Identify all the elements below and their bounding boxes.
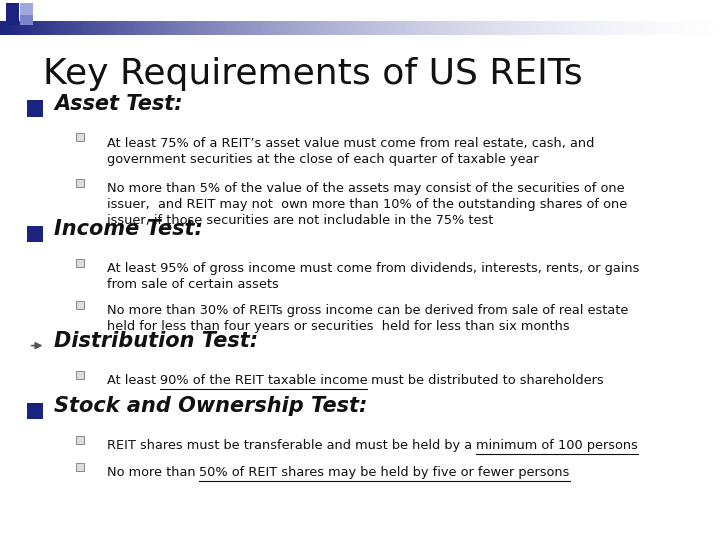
FancyBboxPatch shape — [76, 436, 84, 444]
FancyBboxPatch shape — [20, 3, 33, 15]
Text: Asset Test:: Asset Test: — [54, 93, 183, 114]
Text: Income Test:: Income Test: — [54, 219, 203, 239]
Text: At least 95% of gross income must come from dividends, interests, rents, or gain: At least 95% of gross income must come f… — [107, 262, 639, 291]
FancyBboxPatch shape — [76, 301, 84, 309]
FancyBboxPatch shape — [27, 403, 43, 419]
Text: No more than: No more than — [107, 466, 199, 479]
Text: 50% of REIT shares may be held by five or fewer persons: 50% of REIT shares may be held by five o… — [199, 466, 570, 479]
FancyBboxPatch shape — [76, 463, 84, 471]
Text: No more than 30% of REITs gross income can be derived from sale of real estate
h: No more than 30% of REITs gross income c… — [107, 304, 628, 333]
FancyBboxPatch shape — [76, 371, 84, 379]
Text: At least 75% of a REIT’s asset value must come from real estate, cash, and
gover: At least 75% of a REIT’s asset value mus… — [107, 137, 594, 166]
Text: Stock and Ownership Test:: Stock and Ownership Test: — [54, 396, 367, 416]
FancyBboxPatch shape — [27, 226, 43, 242]
Text: Distribution Test:: Distribution Test: — [54, 331, 258, 352]
Text: REIT shares must be transferable and must be held by a: REIT shares must be transferable and mus… — [107, 439, 476, 452]
Text: At least: At least — [107, 374, 160, 387]
FancyBboxPatch shape — [76, 259, 84, 267]
FancyBboxPatch shape — [76, 133, 84, 141]
FancyBboxPatch shape — [6, 14, 19, 25]
FancyBboxPatch shape — [76, 179, 84, 187]
Text: 90% of the REIT taxable income: 90% of the REIT taxable income — [160, 374, 367, 387]
Text: must be distributed to shareholders: must be distributed to shareholders — [367, 374, 604, 387]
FancyBboxPatch shape — [6, 3, 19, 15]
FancyBboxPatch shape — [20, 14, 33, 25]
Text: Key Requirements of US REITs: Key Requirements of US REITs — [43, 57, 582, 91]
Text: minimum of 100 persons: minimum of 100 persons — [476, 439, 638, 452]
FancyBboxPatch shape — [27, 100, 43, 117]
Text: No more than 5% of the value of the assets may consist of the securities of one
: No more than 5% of the value of the asse… — [107, 182, 627, 227]
